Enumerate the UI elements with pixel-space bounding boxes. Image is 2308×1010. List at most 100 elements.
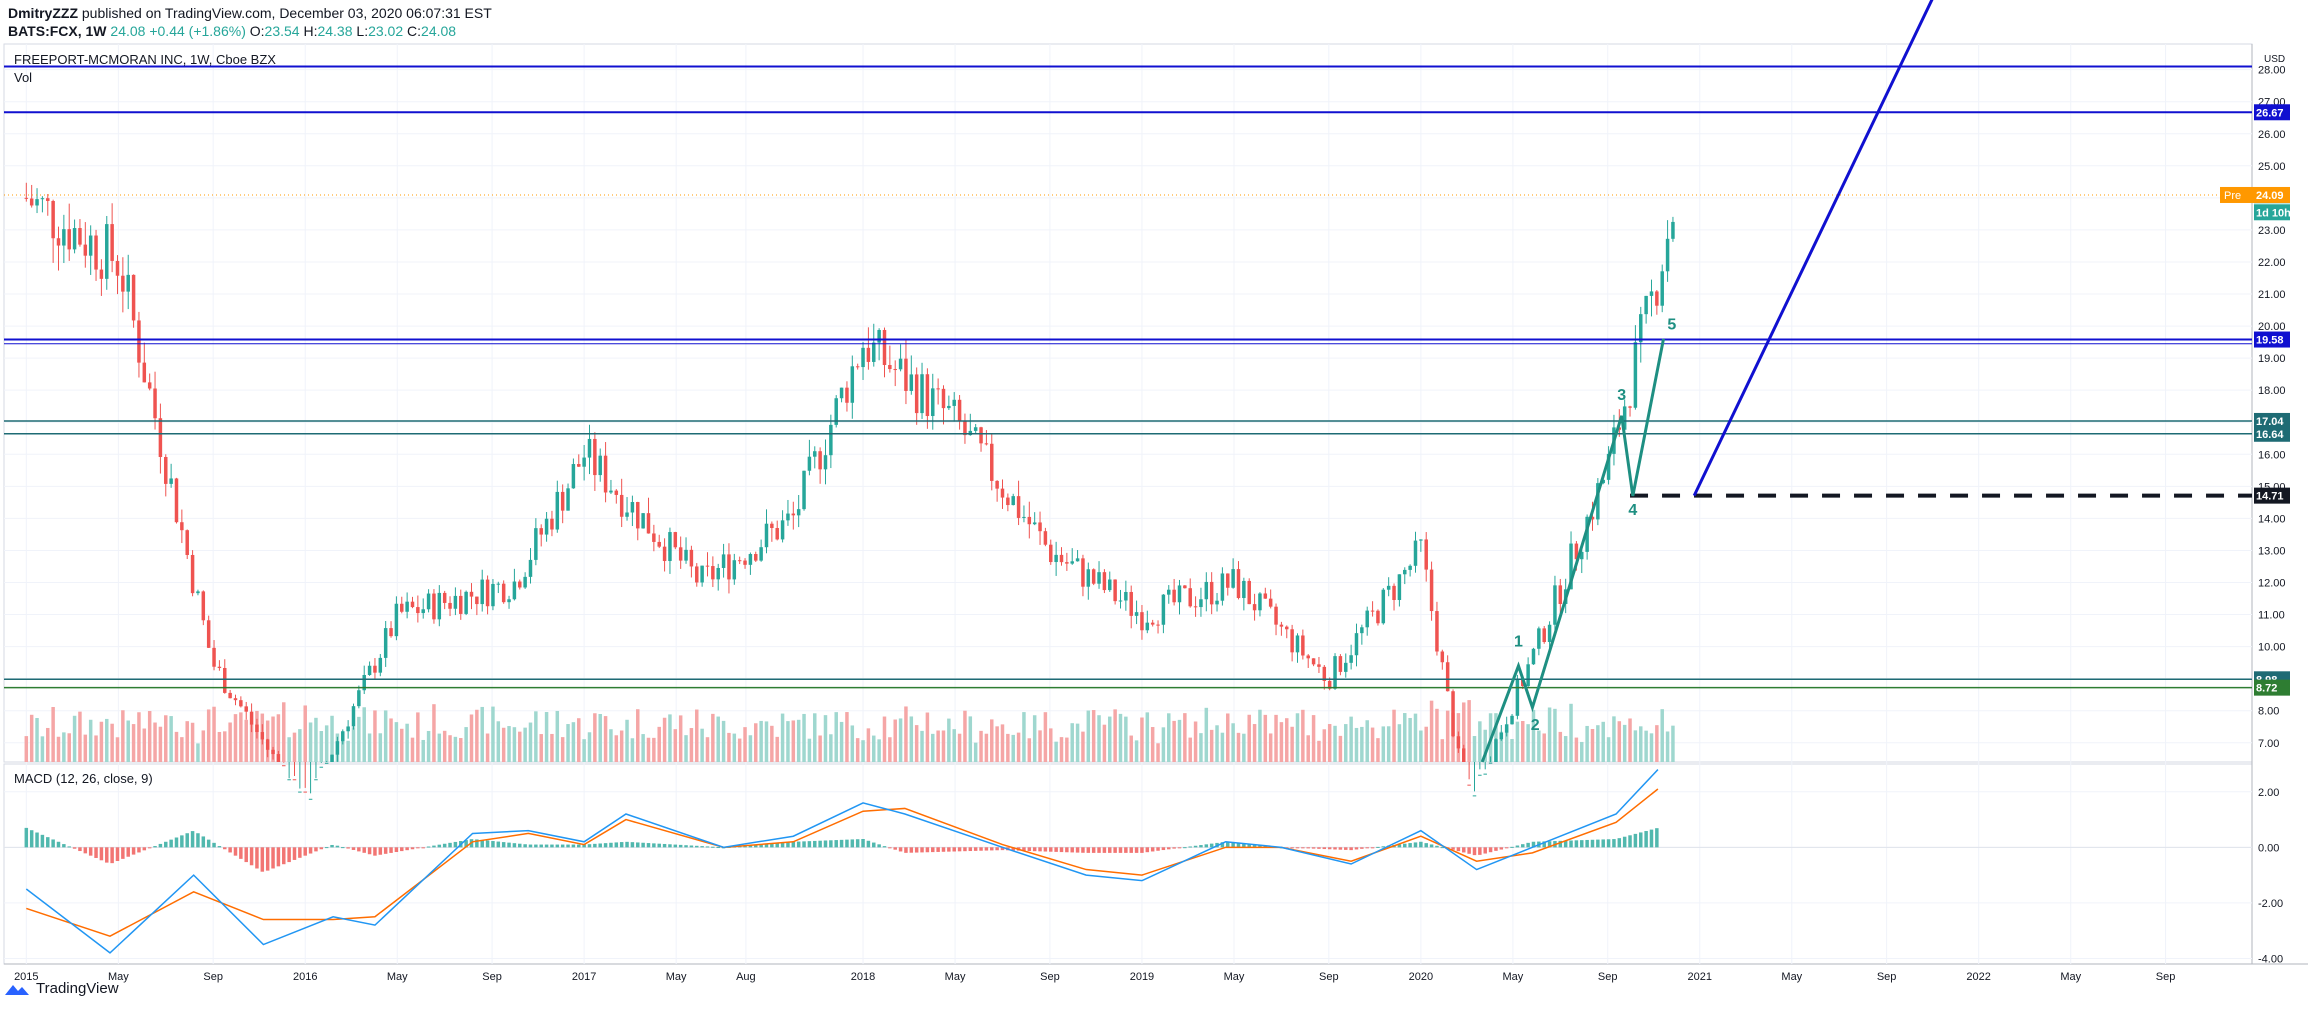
macd-histogram-bar bbox=[115, 847, 120, 862]
candle-body bbox=[72, 228, 77, 250]
macd-histogram-bar bbox=[813, 840, 817, 848]
time-axis[interactable]: 2015 May Sep 2016 May Sep 2017 May Aug 2018 May Sep… bbox=[14, 971, 2175, 983]
volume-bar bbox=[330, 715, 334, 762]
volume-bar bbox=[1327, 724, 1332, 762]
candle-body bbox=[684, 549, 688, 561]
candle-body bbox=[1295, 635, 1300, 653]
price-tick-label: 20.00 bbox=[2258, 321, 2286, 333]
candle-body bbox=[1043, 531, 1048, 545]
volume-bar bbox=[1424, 726, 1428, 762]
candle-body bbox=[1537, 628, 1541, 649]
volume-bar bbox=[1161, 727, 1166, 762]
volume-bar bbox=[780, 713, 785, 762]
candle-body bbox=[791, 513, 796, 516]
candle-body bbox=[1231, 569, 1235, 588]
candle-body bbox=[823, 455, 828, 470]
volume-bar bbox=[137, 712, 141, 762]
candle-body bbox=[1488, 762, 1493, 764]
candle-body bbox=[1462, 748, 1466, 762]
candle-body bbox=[346, 726, 350, 732]
volume-bar bbox=[1413, 713, 1418, 762]
candle-body bbox=[1108, 579, 1112, 591]
candle-body bbox=[534, 528, 538, 560]
candle-body bbox=[416, 607, 420, 614]
macd-histogram-bar bbox=[1108, 847, 1112, 853]
candle-body bbox=[1419, 539, 1423, 541]
macd-histogram-bar bbox=[1263, 845, 1268, 848]
volume-bar bbox=[893, 719, 897, 762]
macd-histogram-bar bbox=[1601, 839, 1605, 848]
macd-histogram-bar bbox=[389, 847, 393, 853]
volume-bar bbox=[759, 720, 763, 762]
candle-body bbox=[1649, 291, 1654, 296]
macd-histogram-bar bbox=[1360, 847, 1364, 849]
candle-body bbox=[1199, 599, 1203, 608]
wave-label: 4 bbox=[1628, 502, 1637, 519]
macd-histogram-bar bbox=[201, 836, 206, 848]
volume-bar bbox=[925, 712, 930, 762]
volume-bar bbox=[99, 721, 104, 762]
macd-histogram-bar bbox=[1617, 838, 1622, 848]
candle-body bbox=[523, 576, 527, 588]
macd-histogram-bar bbox=[571, 844, 576, 848]
volume-bar bbox=[1542, 733, 1546, 762]
volume-bar bbox=[673, 729, 678, 762]
candle-body bbox=[571, 464, 576, 489]
volume-bar bbox=[469, 714, 474, 762]
candle-body bbox=[1435, 611, 1439, 652]
wave-label: 3 bbox=[1617, 387, 1626, 404]
volume-bar bbox=[475, 709, 479, 762]
volume-bar bbox=[845, 712, 849, 762]
macd-histogram-bar bbox=[577, 844, 581, 848]
macd-histogram-bar bbox=[1167, 847, 1171, 850]
macd-histogram-bar bbox=[308, 847, 313, 854]
macd-histogram-bar bbox=[1628, 835, 1632, 848]
macd-histogram-bar bbox=[1381, 846, 1386, 848]
candle-body bbox=[201, 591, 206, 621]
volume-bar bbox=[1397, 724, 1402, 762]
volume-bar bbox=[416, 712, 420, 762]
price-tag-bg bbox=[2254, 204, 2290, 221]
macd-histogram-bar bbox=[1086, 847, 1091, 853]
volume-bar bbox=[705, 737, 710, 762]
volume-bar bbox=[1102, 724, 1107, 762]
price-tick-label: 23.00 bbox=[2258, 225, 2286, 237]
macd-histogram-bar bbox=[1199, 845, 1203, 848]
macd-histogram-bar bbox=[1499, 847, 1504, 850]
author-name[interactable]: DmitryZZZ bbox=[8, 5, 78, 21]
candle-body bbox=[668, 532, 672, 562]
price-pane-border bbox=[3, 43, 2253, 763]
volume-bar bbox=[1462, 702, 1466, 762]
candle-body bbox=[780, 520, 785, 540]
volume-bar bbox=[1563, 736, 1568, 762]
macd-histogram-bar bbox=[1370, 847, 1375, 849]
volume-bar bbox=[383, 710, 388, 762]
macd-histogram-bar bbox=[1161, 847, 1166, 851]
volume-bar bbox=[995, 726, 999, 762]
volume-bar bbox=[1317, 740, 1321, 762]
time-tick-label: 2021 bbox=[1688, 971, 1712, 983]
candle-body bbox=[282, 765, 286, 767]
volume-bar bbox=[357, 716, 361, 762]
candle-body bbox=[1665, 238, 1670, 272]
elliott-wave-drawing[interactable]: 1 2 3 4 5 bbox=[1480, 316, 1676, 763]
tradingview-brand[interactable]: TradingView bbox=[4, 980, 119, 997]
macd-histogram-bar bbox=[780, 842, 785, 848]
macd-histogram-bar bbox=[995, 847, 999, 851]
macd-histogram-bar bbox=[1311, 847, 1316, 849]
candle-body bbox=[882, 329, 887, 366]
candle-body bbox=[1301, 635, 1305, 656]
macd-histogram-bar bbox=[582, 844, 586, 848]
volume-bar bbox=[877, 739, 881, 762]
volume-bar bbox=[1108, 716, 1112, 762]
symbol-name[interactable]: BATS:FCX, 1W bbox=[8, 23, 107, 39]
macd-histogram-bar bbox=[1177, 847, 1182, 849]
candle-body bbox=[249, 711, 254, 725]
volume-bar bbox=[1392, 709, 1396, 762]
candle-body bbox=[662, 546, 667, 562]
macd-histogram-bar bbox=[405, 847, 409, 851]
support-resistance-levels[interactable] bbox=[4, 0, 2252, 689]
volume-bar bbox=[1285, 718, 1289, 762]
macd-histogram-bar bbox=[217, 846, 222, 848]
